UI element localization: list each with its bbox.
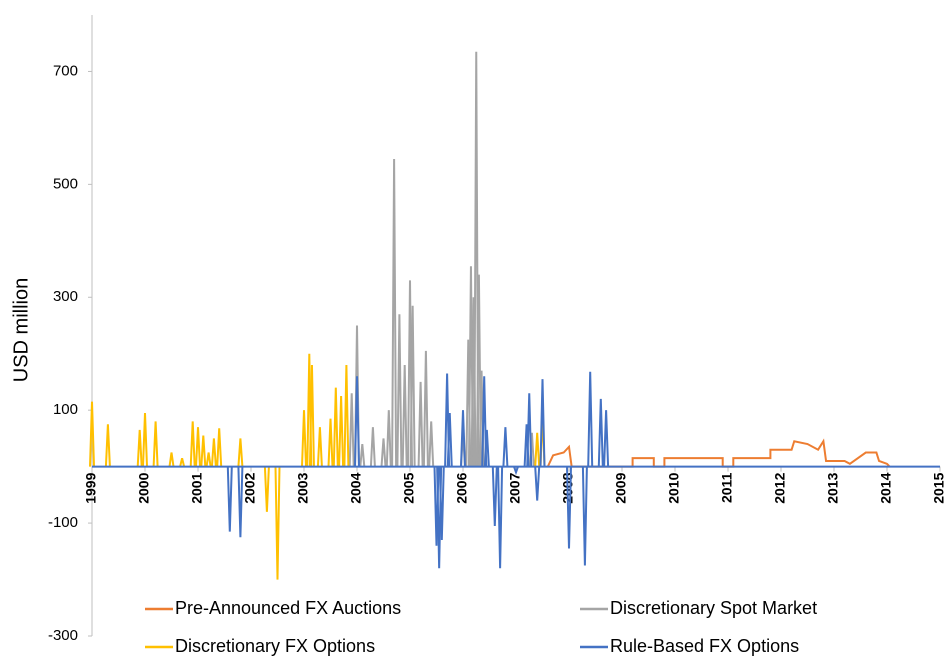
spike xyxy=(142,412,148,467)
y-tick-label: -300 xyxy=(48,627,78,644)
spike xyxy=(396,314,403,467)
spike xyxy=(446,412,453,467)
spike xyxy=(89,401,95,467)
spike xyxy=(263,466,270,512)
x-tick-label: 2007 xyxy=(507,472,523,503)
y-axis-label: USD million xyxy=(10,278,32,382)
x-tick-label: 2000 xyxy=(136,472,152,503)
x-tick-label: 2012 xyxy=(772,472,788,503)
x-tick-label: 2002 xyxy=(242,472,258,503)
spike xyxy=(497,466,504,569)
spike xyxy=(354,376,360,467)
x-tick-label: 2006 xyxy=(454,472,470,503)
spike xyxy=(237,438,244,467)
spike xyxy=(391,158,398,467)
spike xyxy=(343,364,350,467)
spike xyxy=(422,350,429,467)
spike xyxy=(417,381,424,467)
spike xyxy=(526,393,533,467)
spike xyxy=(581,466,588,566)
legend-label: Pre-Announced FX Auctions xyxy=(175,598,401,618)
spike xyxy=(205,452,212,467)
x-tick-label: 1999 xyxy=(83,472,99,503)
spike xyxy=(189,421,196,467)
spike xyxy=(274,466,281,580)
y-tick-label: -100 xyxy=(48,514,78,531)
legend-label: Discretionary Spot Market xyxy=(610,598,817,618)
x-tick-label: 2013 xyxy=(825,472,841,503)
spike xyxy=(168,452,175,467)
spike xyxy=(195,427,201,467)
spike xyxy=(409,305,416,467)
x-tick-label: 2015 xyxy=(931,472,947,503)
spike xyxy=(369,427,376,467)
spike xyxy=(152,421,159,467)
x-tick-label: 2004 xyxy=(348,472,364,503)
y-tick-label: 700 xyxy=(53,62,78,79)
spike xyxy=(502,427,509,467)
y-tick-label: 300 xyxy=(53,288,78,305)
spike xyxy=(385,410,392,467)
spike xyxy=(308,364,315,467)
spike xyxy=(338,396,345,467)
spike xyxy=(513,466,519,476)
x-tick-label: 2009 xyxy=(613,472,629,503)
spike xyxy=(597,398,604,467)
spike xyxy=(179,457,186,467)
spike xyxy=(226,466,233,532)
spike xyxy=(460,410,466,467)
spike xyxy=(210,438,217,467)
spike xyxy=(200,435,207,467)
spike xyxy=(587,371,594,467)
spike xyxy=(428,421,435,467)
spike xyxy=(380,438,387,467)
spike xyxy=(237,466,244,538)
spike xyxy=(316,427,323,467)
legend-label: Discretionary FX Options xyxy=(175,636,375,656)
spike xyxy=(534,466,541,501)
x-tick-label: 2001 xyxy=(189,472,205,503)
y-tick-label: 500 xyxy=(53,175,78,192)
spike xyxy=(104,424,111,467)
x-tick-label: 2011 xyxy=(719,472,735,503)
x-tick-label: 2014 xyxy=(878,472,894,503)
x-tick-label: 2003 xyxy=(295,472,311,503)
spike xyxy=(438,466,445,541)
spike xyxy=(301,410,307,467)
x-tick-label: 2010 xyxy=(666,472,682,503)
x-tick-label: 2005 xyxy=(401,472,417,503)
spike xyxy=(359,443,366,467)
spike xyxy=(216,428,223,467)
spike xyxy=(327,418,334,467)
spike xyxy=(566,466,572,549)
spike xyxy=(483,429,490,467)
spike xyxy=(348,393,355,467)
spike xyxy=(136,429,143,467)
y-tick-label: 100 xyxy=(53,401,78,418)
spike xyxy=(539,379,546,467)
legend-label: Rule-Based FX Options xyxy=(610,636,799,656)
spike xyxy=(534,432,541,467)
spike xyxy=(491,466,498,526)
spike xyxy=(603,410,610,467)
spike xyxy=(401,364,408,467)
spike xyxy=(332,387,339,467)
